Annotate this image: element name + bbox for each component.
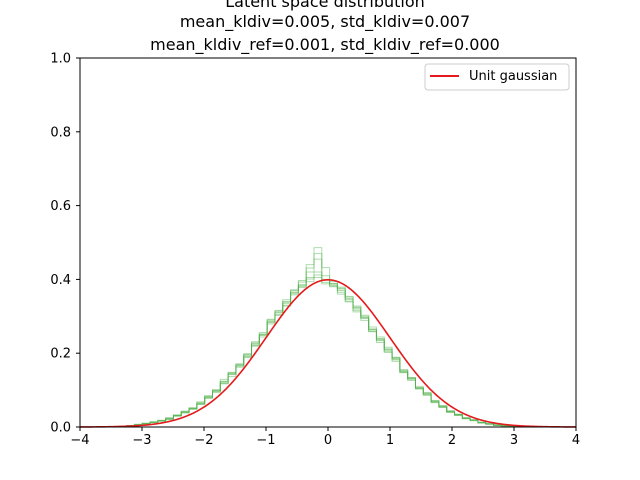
chart-title-line-3: mean_kldiv_ref=0.001, std_kldiv_ref=0.00… [150, 35, 500, 55]
x-tick-label: 1 [386, 433, 394, 448]
x-tick-label: 2 [448, 433, 456, 448]
y-tick-label: 0.6 [50, 199, 71, 214]
y-tick-label: 0.8 [50, 125, 71, 140]
x-tick-label: −1 [256, 433, 275, 448]
legend-frame [424, 63, 570, 91]
legend-label-unit-gaussian: Unit gaussian [469, 69, 557, 84]
plot-area [80, 247, 576, 428]
x-tick-label: −3 [132, 433, 151, 448]
x-tick-label: −4 [70, 433, 89, 448]
y-tick-label: 0.4 [50, 273, 71, 288]
x-tick-label: 4 [572, 433, 580, 448]
chart-title-line-1: Latent space distribution [225, 0, 425, 11]
latent-histogram-5 [110, 247, 533, 428]
chart-title-line-2: mean_kldiv=0.005, std_kldiv=0.007 [180, 12, 470, 32]
latent-histogram-2 [110, 274, 533, 428]
x-tick-label: −2 [194, 433, 213, 448]
latent-histogram-3 [111, 271, 533, 428]
x-tick-label: 3 [510, 433, 518, 448]
latent-histogram-1 [111, 277, 533, 428]
y-tick-label: 0.2 [50, 347, 71, 362]
y-tick-label: 1.0 [50, 52, 71, 67]
latent-histogram-6 [111, 258, 533, 428]
axes: −4 −3 −2 −1 0 1 2 3 4 0.0 0.2 0.4 0.6 0.8 1.0 [50, 52, 580, 449]
legend: Unit gaussian [424, 63, 570, 91]
latent-histogram-4 [111, 253, 533, 428]
x-tick-label: 0 [324, 433, 332, 448]
y-tick-label: 0.0 [50, 421, 71, 436]
unit-gaussian-curve [80, 278, 576, 428]
